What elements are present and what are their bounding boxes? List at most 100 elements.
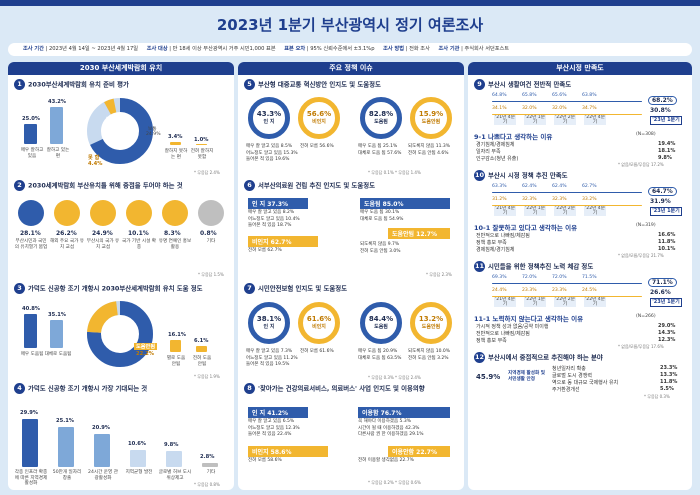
q7-unhelpful-label: 도움안됨 <box>421 324 441 330</box>
q7-left-row: 어느정도 알고 있음 11.2% <box>246 355 298 361</box>
q8-nouse-badge: 이용안함 22.7% <box>388 446 450 457</box>
info-target: 만 18세 이상 부산광역시 거주 시민1,000 표본 <box>172 46 276 52</box>
q11-bad-value: 23.3% <box>522 288 537 293</box>
q1-mid-value: 24.9% <box>146 132 161 137</box>
q11_1-row-label: 정책 홍보 부족 <box>476 338 507 344</box>
q11-final-bad: 26.6% <box>650 289 671 296</box>
q2-item-label: 국가 기반 시설 확충 <box>122 239 156 250</box>
q6-left-table: 매우 잘 알고 있음 8.2% 어느정도 알고 있음 10.4% 들어본 적 있… <box>248 210 300 230</box>
q8-aware-badge: 인 지 41.2% <box>248 407 308 418</box>
q10-title-text: 부산시 시정 정책 추진 만족도 <box>488 171 568 180</box>
q12-row-value: 11.8% <box>660 379 678 385</box>
q7-note: * 무응답 0.3% * 무응답 2.4% <box>368 375 421 380</box>
q8-left-table: 매우 잘 알고 있음 6.5% 어느정도 알고 있음 12.3% 들어본 적 있… <box>248 419 300 439</box>
q7-left-table-2: 전혀 모름 61.6% <box>300 349 334 356</box>
q7-right-row: 전혀 도움 안됨 3.2% <box>408 355 449 361</box>
q11_1-title-text: 노력하지 않는다고 생각하는 이유 <box>492 315 584 323</box>
q2-item-icon <box>18 200 44 226</box>
q2-item-value: 0.8% <box>200 230 217 237</box>
q1-bar2 <box>50 107 63 144</box>
q4-number: 4 <box>14 383 25 394</box>
q3-help-label: 도움됨 <box>108 319 123 325</box>
q3-bar1 <box>24 314 37 348</box>
q11-bad-value: 24.4% <box>492 288 507 293</box>
q9-good-value: 65.8% <box>522 93 537 98</box>
q11-current: '23년 1분기 <box>650 298 682 307</box>
q2-item-icon <box>198 200 224 226</box>
q7-title-text: 시민안전보험 인지도 및 도움정도 <box>258 284 347 293</box>
q9-bad-value: 34.1% <box>492 106 507 111</box>
q8-right-table: 꼭 해야다 이용하겠음 5.3% 시간이 될 때 이용하겠음 42.3% 다른사… <box>358 419 424 439</box>
q9_1-number: 9-1 <box>474 133 486 141</box>
q9-period: '22년 1분기 <box>524 115 546 125</box>
q9-period: '22년 4분기 <box>584 115 606 125</box>
q10_1-note: * 없음/모름/무응답 21.7% <box>618 253 664 258</box>
q4-bar-label: 지역균형 발전 <box>125 470 153 475</box>
q2-item-value: 10.1% <box>128 230 149 237</box>
q9-title: 9 부산시 생활여건 전반적 만족도 <box>474 79 571 90</box>
q8-number: 8 <box>244 383 255 394</box>
q3-bar3-value: 16.1% <box>168 332 186 338</box>
q1-title-text: 2030부산세계박람회 유치 준비 평가 <box>28 80 129 89</box>
info-error-label: 표본 오차 <box>284 46 306 52</box>
q10_1-row-label: 정책 홍보 부족 <box>476 240 507 246</box>
q11-period: '22년 4분기 <box>584 297 606 307</box>
q6-title-text: 서부산의료원 건립 추진 인지도 및 도움정도 <box>258 181 375 190</box>
q12-big-label: 지역경제 활성화 및 서민생활 안정 <box>508 371 546 382</box>
q1-bar4 <box>196 144 207 145</box>
q8-note: * 무응답 0.2% * 무응답 0.6% <box>368 480 421 485</box>
q5-helpful-circle: 82.8% 도움됨 <box>360 97 402 139</box>
q6-title: 6 서부산의료원 건립 추진 인지도 및 도움정도 <box>244 180 375 191</box>
q7-left-table: 매우 잘 알고 있음 7.3% 어느정도 알고 있음 11.2% 들어본 적 있… <box>246 349 298 369</box>
q1-bar1-label: 매우 잘하고 있음 <box>20 148 44 159</box>
q4-bar-label: 기타 <box>206 470 216 475</box>
q6-helpful-badge: 도움됨 85.0% <box>360 198 450 209</box>
q4-bar <box>166 451 182 467</box>
q6-aware-badge: 인 지 37.3% <box>248 198 308 209</box>
q4-bar <box>202 462 218 467</box>
q2-item-label: 부산시민과 국민의 유치열기 붐업 <box>14 239 48 250</box>
q1-bar3 <box>170 142 181 145</box>
q2-item-label: 기타 <box>206 239 216 244</box>
q1-number: 1 <box>14 79 25 90</box>
q4-bar-value: 29.9% <box>20 410 38 417</box>
q11_1-n: (N=266) <box>636 314 656 319</box>
q3-note: * 무응답 1.9% <box>194 374 220 379</box>
q12-title-text: 부산시에서 중점적으로 추진해야 하는 분야 <box>488 353 603 362</box>
q11_1-row-value: 12.3% <box>658 337 676 343</box>
q5-unaware-label: 비인지 <box>312 119 326 125</box>
q10-period: '21년 4분기 <box>494 206 516 216</box>
q8-title: 8 '찾아가는 건강의료서비스, 의료버스' 사업 인지도 및 이용의향 <box>244 383 454 394</box>
q7-right-table: 매우 도움 됨 20.9% 대체로 도움 됨 63.5% <box>358 349 401 362</box>
q3-bar2 <box>50 320 63 348</box>
q3-number: 3 <box>14 283 25 294</box>
q12-row-label: 청년일자리 확충 <box>552 366 586 372</box>
q5-left-table-2: 전혀 모름 56.6% <box>300 144 334 151</box>
q10_1-row-value: 11.8% <box>658 239 676 245</box>
q7-left-row: 매우 잘 알고 있음 7.3% <box>246 349 293 354</box>
q9-good-value: 65.6% <box>552 93 567 98</box>
q11-good-value: 72.0% <box>522 275 537 280</box>
q3-title-text: 가덕도 신공항 조기 개항시 2030부산세계박람회 유치 도움 정도 <box>28 284 203 293</box>
q11-good-line <box>492 283 642 284</box>
q1-mid-label: 보통 <box>148 127 157 132</box>
q3-bar4-label: 전혀 도움 안됨 <box>192 356 212 367</box>
q9-number: 9 <box>474 79 485 90</box>
q12-note: * 무응답 0.3% <box>644 394 670 399</box>
q5-helpful-value: 82.8% <box>368 110 394 118</box>
q10-bad-line <box>492 205 642 206</box>
q7-helpful-label: 도움됨 <box>374 324 388 330</box>
q10_1-title-text: 잘못하고 있다고 생각하는 이유 <box>492 224 578 232</box>
info-period: 2023년 4월 14일 ~ 2023년 4월 17일 <box>48 46 139 52</box>
q2-item-label: 해외 주요 국가 유치 교섭 <box>50 239 84 250</box>
q1-donut <box>87 98 153 164</box>
page-title: 2023년 1분기 부산광역시 정기 여론조사 <box>216 16 484 34</box>
q6-right-row: 매우 도움 됨 30.1% <box>360 210 400 215</box>
q9-good-value: 64.8% <box>492 93 507 98</box>
q9-title-text: 부산시 생활여건 전반적 만족도 <box>488 80 572 89</box>
q9_1-title: 9-1 나쁘다고 생각하는 이유 <box>474 131 552 141</box>
q5-unhelpful-value: 15.9% <box>418 110 444 118</box>
q4-bar <box>22 419 38 467</box>
q11_1-row-value: 29.0% <box>658 323 676 329</box>
q5-right-table-2: 되도록지 않음 11.3% 전혀 도움 안됨 4.6% <box>408 144 450 157</box>
